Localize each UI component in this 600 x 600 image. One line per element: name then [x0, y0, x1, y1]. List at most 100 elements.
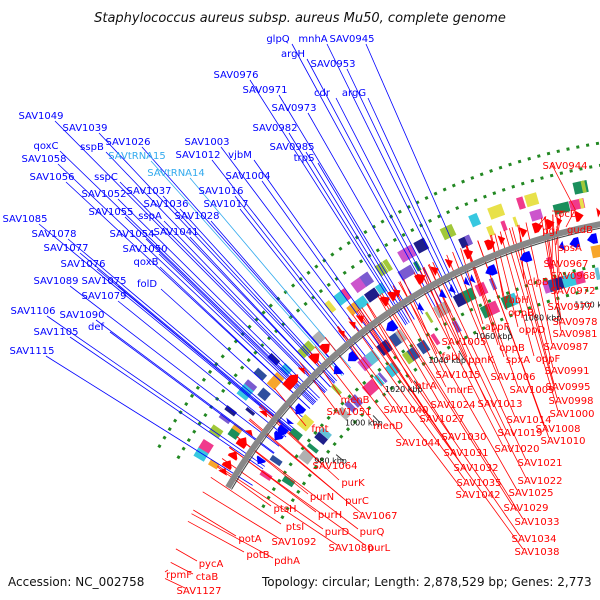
red-gene-label: SAV1021 — [517, 458, 562, 469]
reverse-gene-arrow — [586, 233, 599, 244]
reverse-gene-arrow — [256, 455, 266, 465]
reverse-gene-arrow — [463, 276, 471, 286]
leader-line — [117, 198, 320, 399]
leader-line — [160, 288, 303, 418]
feature-block — [433, 300, 452, 319]
forward-gene-arrow — [414, 273, 426, 285]
feature-block — [259, 469, 273, 481]
reverse-gene-arrow — [469, 274, 476, 284]
leader-line — [422, 267, 451, 340]
blue-gene-label: SAV1090 — [59, 310, 104, 321]
tick-mark — [372, 415, 381, 424]
red-gene-label: murE — [447, 385, 474, 396]
red-gene-label: rpmF — [166, 570, 192, 581]
leader-line — [307, 112, 424, 315]
red-gene-label: purQ — [360, 527, 385, 538]
red-gene-label: SAV0972 — [550, 286, 595, 297]
feature-block — [397, 264, 416, 281]
red-gene-label: SAV1022 — [517, 476, 562, 487]
leader-line — [170, 562, 194, 575]
blue-gene-label: SAV1089 — [33, 276, 78, 287]
tick-label: 1100 kbp — [574, 301, 600, 310]
red-gene-label: SAV1014 — [506, 415, 551, 426]
feature-block — [416, 339, 431, 355]
gene-arrows — [218, 207, 600, 476]
red-gene-label: SAV1080 — [328, 543, 373, 554]
feature-block — [406, 346, 421, 362]
red-gene-label: SAV0977 — [547, 302, 592, 313]
feature-block — [231, 423, 244, 434]
leader-line — [288, 132, 408, 325]
red-gene-label: SAV1015 — [435, 370, 480, 381]
blue-gene-label: SAV1079 — [81, 291, 126, 302]
leader-line — [220, 146, 374, 350]
position-ticks: 980 kbp 1000 kbp 1020 kbp 1040 kbp 1060 kbp 1… — [314, 301, 600, 466]
red-gene-label: SAV0968 — [550, 271, 595, 282]
red-gene-label: pycA — [199, 559, 224, 570]
reverse-gene-arrow — [439, 289, 447, 299]
reverse-gene-arrow — [569, 237, 581, 248]
forward-gene-arrow — [574, 211, 584, 222]
label-leader-lines — [38, 43, 576, 589]
forward-gene-arrow — [337, 330, 345, 339]
blue-gene-label: SAV1106 — [10, 306, 55, 317]
red-gene-label: potA — [238, 534, 261, 545]
blue-gene-label: SAV1105 — [33, 327, 78, 338]
red-gene-label: pdhA — [274, 556, 300, 567]
leader-line — [95, 319, 275, 454]
red-gene-label: SAV1029 — [503, 503, 548, 514]
leader-line — [105, 151, 331, 388]
feature-block — [288, 427, 303, 441]
feature-block — [218, 413, 231, 425]
leader-line — [336, 326, 393, 408]
feature-block — [311, 330, 326, 346]
forward-gene-arrow — [348, 321, 356, 330]
leader-line — [191, 513, 274, 559]
forward-gene-arrow — [519, 227, 528, 238]
leader-line — [556, 213, 560, 274]
red-gene-label: appF — [485, 322, 510, 333]
feature-block — [512, 216, 519, 227]
feature-block — [298, 448, 315, 465]
tick-label: 1060 kbp — [475, 332, 513, 341]
leader-line — [164, 578, 186, 589]
red-gene-label: SAV1092 — [271, 537, 316, 548]
forward-gene-arrow — [545, 219, 555, 230]
feature-block — [590, 244, 600, 259]
red-gene-label: potB — [246, 550, 269, 561]
feature-block — [572, 180, 589, 195]
forward-gene-arrow — [497, 235, 506, 246]
red-gene-label: SAV0944 — [542, 161, 587, 172]
red-gene-label: ptsH — [274, 504, 297, 515]
reverse-gene-arrow — [277, 424, 289, 436]
reverse-gene-arrow — [449, 284, 456, 293]
blue-gene-label: SAV1037 — [126, 186, 171, 197]
blue-gene-label: SAV0945 — [329, 34, 374, 45]
leader-line — [379, 294, 513, 506]
red-gene-label: rocD — [554, 209, 578, 220]
trna-label: SAVtRNA14 — [147, 168, 205, 179]
blue-gene-label: def — [88, 322, 105, 333]
leader-line — [413, 272, 504, 447]
feature-block — [529, 208, 544, 222]
leader-line — [260, 404, 322, 464]
forward-gene-arrow — [218, 468, 227, 476]
blue-gene-label: SAV0973 — [271, 103, 316, 114]
tick-label: 1000 kbp — [345, 419, 383, 428]
red-gene-label: SAV0987 — [543, 342, 588, 353]
feature-block — [349, 394, 364, 408]
blue-gene-label: SAV1041 — [153, 227, 198, 238]
feature-block — [594, 267, 600, 280]
red-gene-label: SAV1006 — [490, 372, 535, 383]
reverse-gene-arrow — [295, 403, 307, 415]
forward-gene-arrow — [444, 259, 453, 269]
feature-block — [245, 407, 256, 416]
blue-gene-label: SAV1039 — [62, 123, 107, 134]
leader-line — [346, 68, 456, 296]
forward-gene-arrow — [286, 374, 299, 387]
red-gene-label: ppnK — [468, 355, 494, 366]
feature-block — [430, 333, 441, 346]
feature-block — [424, 311, 434, 324]
red-gene-label: htrA — [415, 381, 436, 392]
blue-gene-label: SAV1056 — [29, 172, 74, 183]
